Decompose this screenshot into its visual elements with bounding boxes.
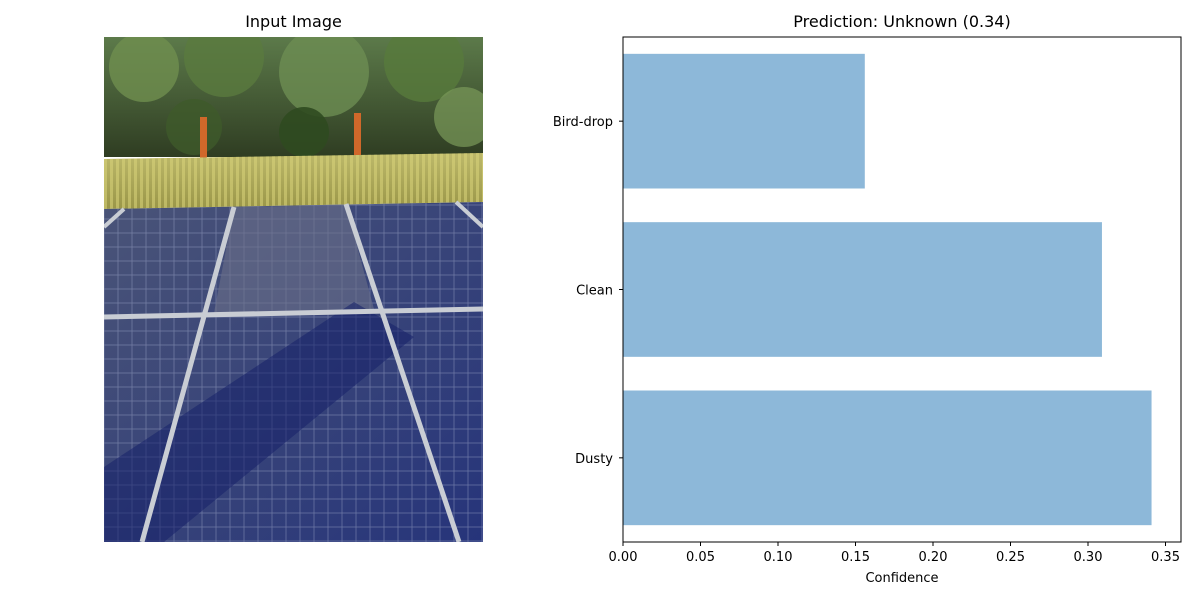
xtick-label: 0.15 [841,550,870,565]
bar-dusty [623,390,1152,526]
ytick-label-dusty: Dusty [575,452,613,467]
xtick-label: 0.05 [686,550,715,565]
xtick-label: 0.20 [919,550,948,565]
xtick-label: 0.30 [1074,550,1103,565]
ytick-label-clean: Clean [576,284,613,299]
solar-panel-photo-icon [104,37,483,542]
bar-bird-drop [623,53,865,189]
xtick-label: 0.00 [609,550,638,565]
x-axis-label: Confidence [865,571,938,586]
xtick-label: 0.25 [996,550,1025,565]
xtick-label: 0.35 [1151,550,1180,565]
chart-title: Prediction: Unknown (0.34) [793,12,1011,31]
input-image [104,37,483,542]
xtick-label: 0.10 [764,550,793,565]
ytick-label-bird-drop: Bird-drop [553,115,613,130]
image-title: Input Image [245,12,342,31]
bar-clean [623,222,1102,357]
plot-frame [622,36,1182,543]
